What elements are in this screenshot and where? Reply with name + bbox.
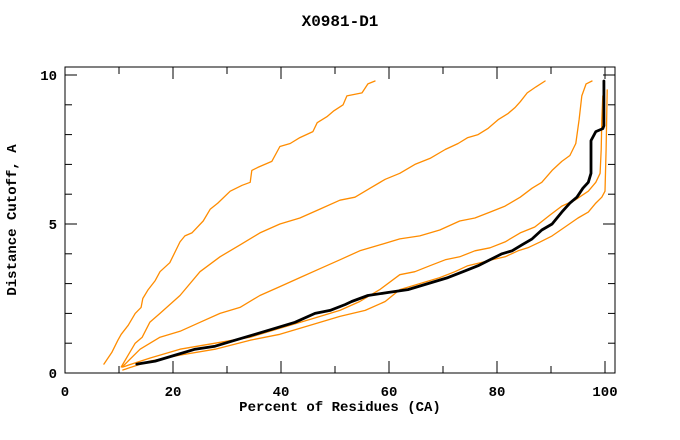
x-tick-label: 20 <box>165 385 182 401</box>
y-tick-label: 10 <box>40 69 57 85</box>
curve-orange-model-2 <box>120 80 546 368</box>
curve-black-highlight-model <box>135 79 606 366</box>
curve-orange-model-5 <box>122 89 608 371</box>
curve-orange-model-1 <box>103 80 376 365</box>
chart-title: X0981-D1 <box>301 13 379 31</box>
x-tick-label: 40 <box>273 385 290 401</box>
plot-frame <box>64 66 616 374</box>
x-tick-label: 60 <box>381 385 398 401</box>
y-tick-label: 5 <box>49 218 57 234</box>
curve-orange-model-4 <box>122 95 604 368</box>
curve-orange-model-3 <box>121 80 593 368</box>
y-axis-label: Distance Cutoff, A <box>5 144 21 296</box>
x-tick-label: 80 <box>489 385 506 401</box>
x-tick-label: 100 <box>592 385 617 401</box>
x-axis-label: Percent of Residues (CA) <box>239 400 441 416</box>
y-tick-label: 0 <box>49 367 57 383</box>
x-tick-label: 0 <box>61 385 69 401</box>
